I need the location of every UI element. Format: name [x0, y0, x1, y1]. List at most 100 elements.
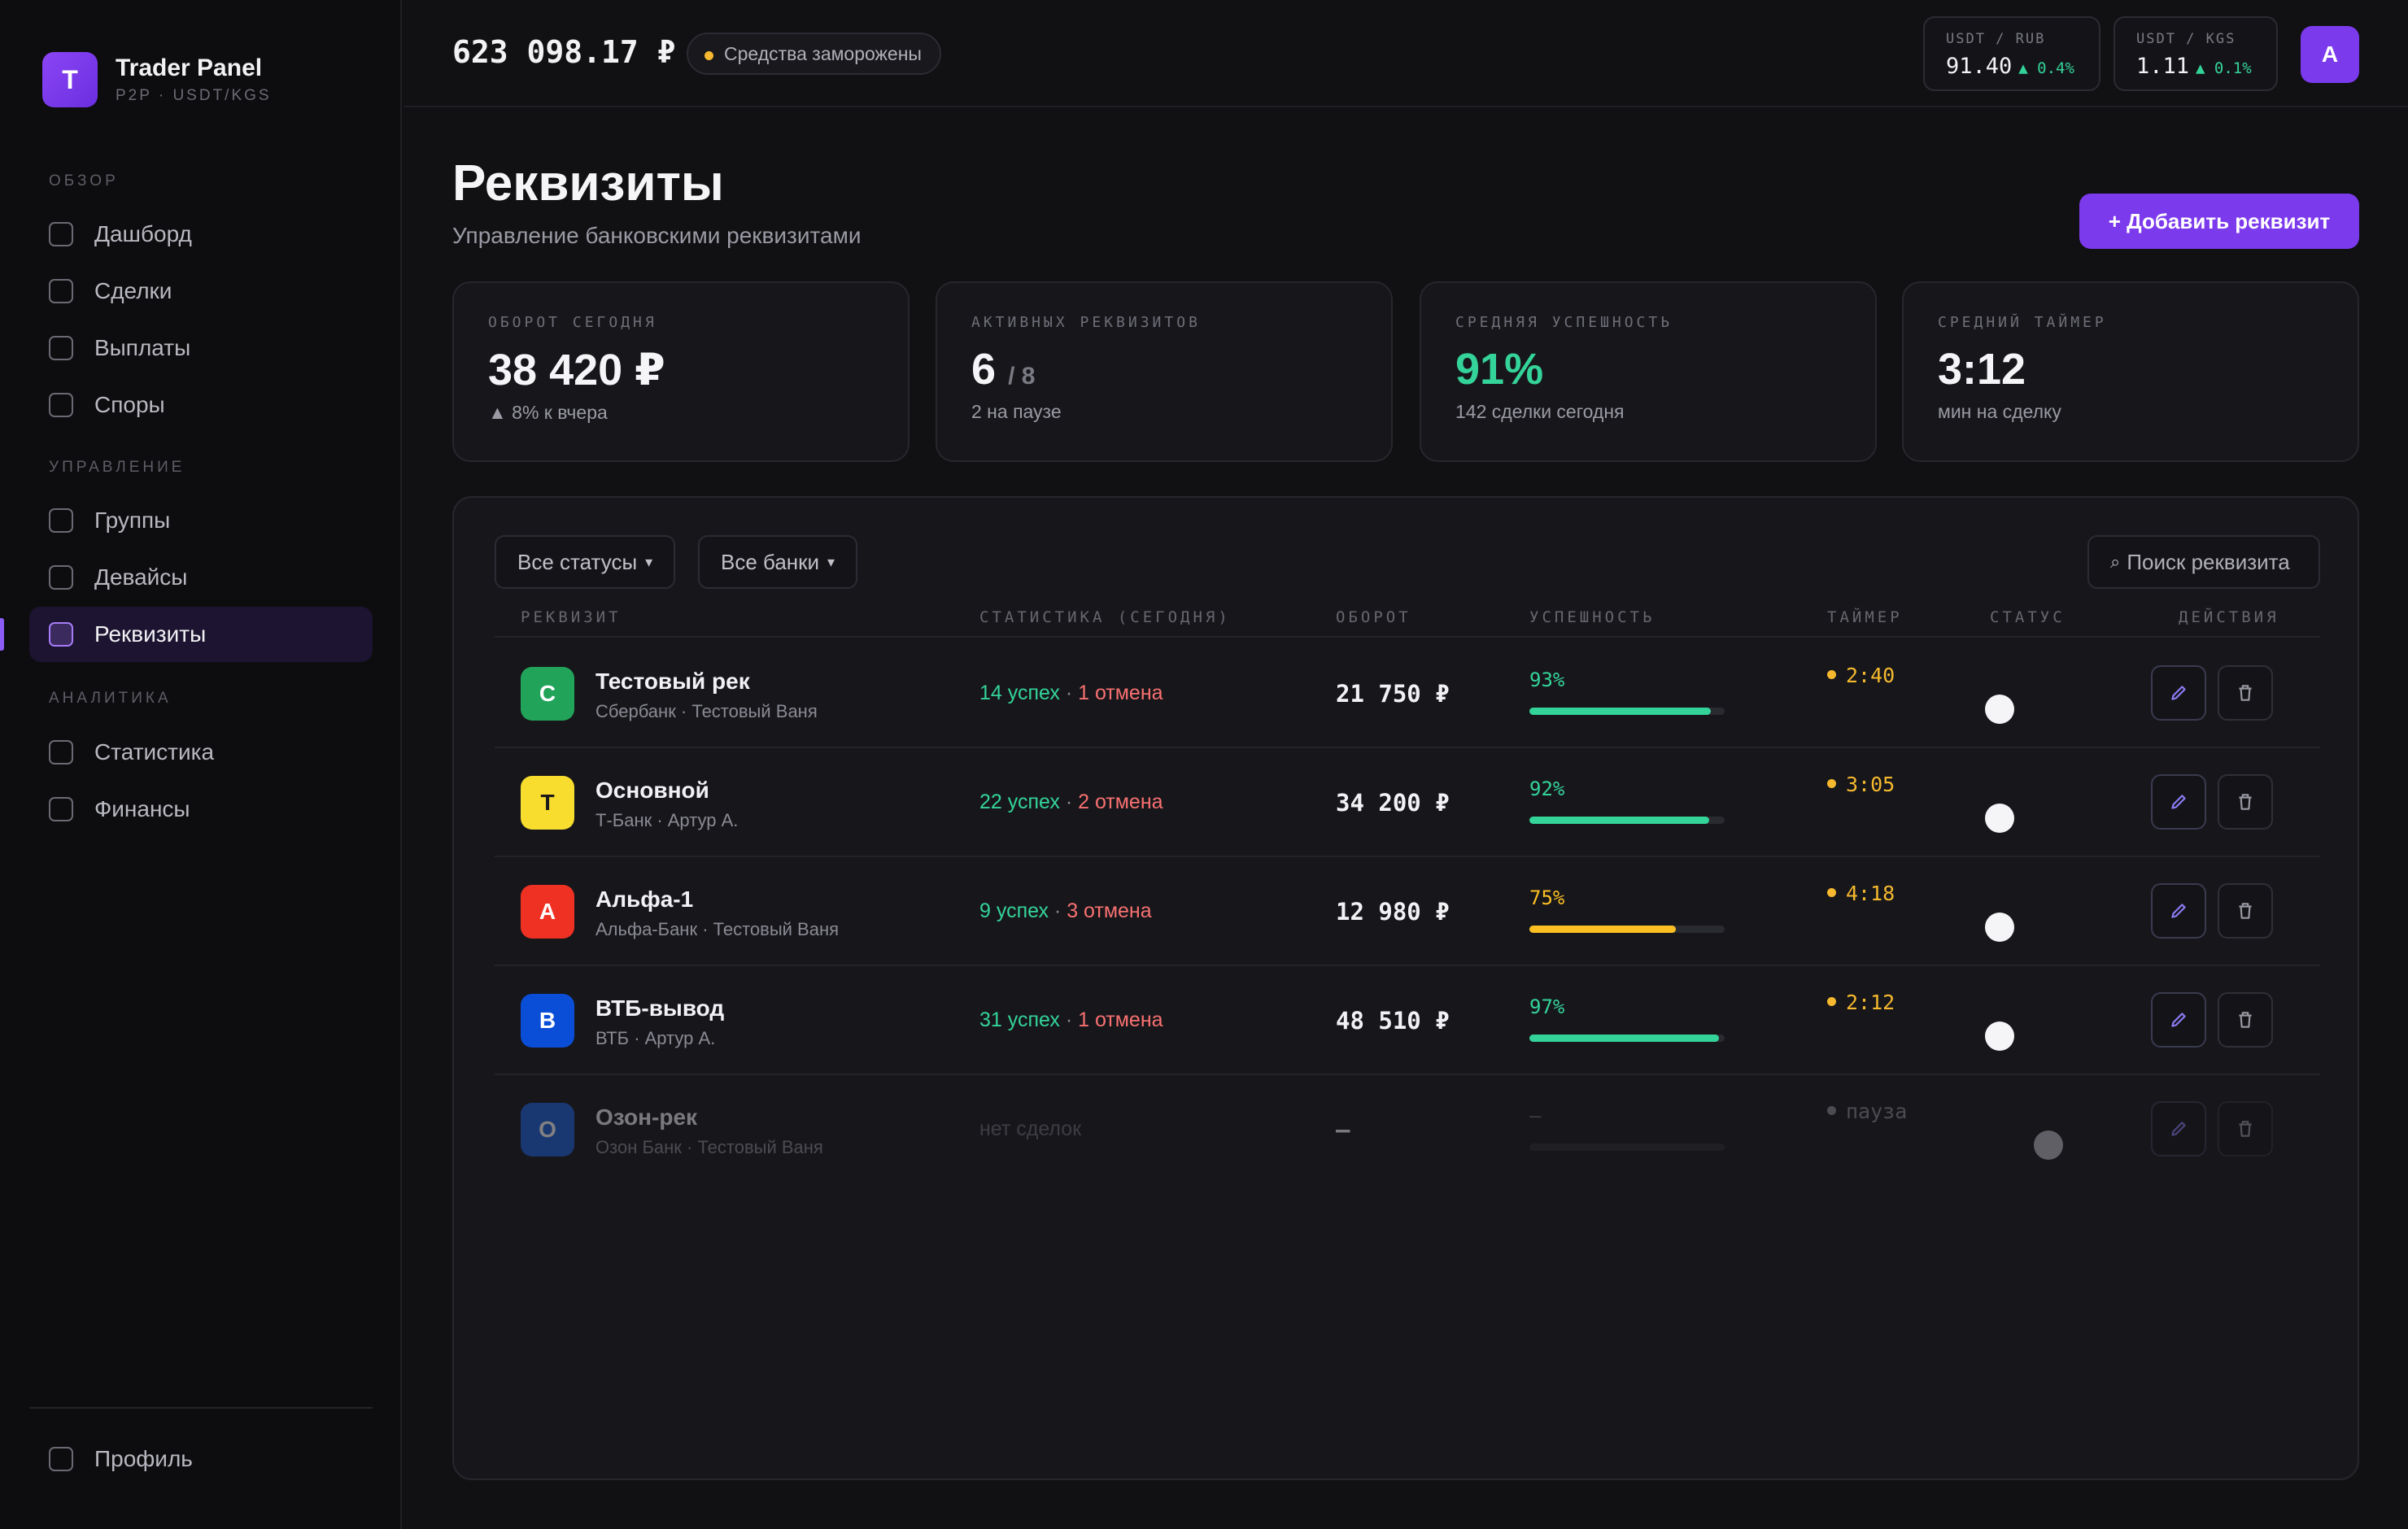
- stat-cancel-count: 1 отмена: [1078, 1008, 1163, 1031]
- status-toggle[interactable]: [1985, 1022, 2063, 1051]
- table-row[interactable]: С Тестовый рек Сбербанк · Тестовый Ваня …: [495, 639, 2320, 748]
- stat-separator: ·: [1059, 791, 1079, 813]
- column-header: РЕКВИЗИТ: [521, 608, 622, 626]
- stat-success-count: 22 успех: [979, 791, 1060, 813]
- delete-button[interactable]: [2218, 1101, 2273, 1157]
- finance-icon: [49, 797, 73, 821]
- bank-filter-label: Все банки: [721, 549, 820, 574]
- bank-logo: Т: [521, 776, 574, 830]
- success-bar-fill: [1529, 708, 1712, 715]
- avatar[interactable]: A: [2301, 26, 2359, 83]
- stat-card-turnover: ОБОРОТ СЕГОДНЯ 38 420 ₽ ▲ 8% к вчера: [452, 281, 910, 462]
- brand[interactable]: T Trader Panel P2P · USDT/KGS: [42, 52, 272, 107]
- sidebar-item-deals[interactable]: Сделки: [29, 264, 373, 319]
- sidebar-item-groups[interactable]: Группы: [29, 493, 373, 548]
- table-row[interactable]: А Альфа-1 Альфа-Банк · Тестовый Ваня 9 у…: [495, 857, 2320, 966]
- success-bar: [1529, 1143, 1725, 1151]
- rate-pair: USDT / KGS: [2136, 31, 2236, 47]
- edit-button[interactable]: [2151, 992, 2206, 1048]
- delete-button[interactable]: [2218, 883, 2273, 939]
- timer-dot-icon: [1827, 669, 1836, 679]
- status-toggle[interactable]: [1985, 913, 2063, 942]
- sidebar-item-label: Финансы: [94, 796, 190, 821]
- today-stats: 9 успех · 3 отмена: [979, 900, 1152, 923]
- deals-icon: [49, 279, 73, 303]
- delete-button[interactable]: [2218, 774, 2273, 830]
- pencil-icon: [2171, 795, 2186, 809]
- frozen-badge[interactable]: Средства заморожены: [687, 33, 941, 75]
- stat-value-line: 6 / 8: [971, 344, 1357, 394]
- requisites-icon: [49, 622, 73, 647]
- sidebar-item-dashboard[interactable]: Дашборд: [29, 207, 373, 262]
- success-bar-fill: [1529, 1035, 1719, 1042]
- table-row[interactable]: О Озон-рек Озон Банк · Тестовый Ваня нет…: [495, 1075, 2320, 1184]
- today-stats: 14 успех · 1 отмена: [979, 682, 1163, 705]
- table-row[interactable]: Т Основной Т-Банк · Артур А. 22 успех · …: [495, 748, 2320, 857]
- bank-logo: О: [521, 1103, 574, 1157]
- bank-logo: В: [521, 994, 574, 1048]
- stat-label: СРЕДНИЙ ТАЙМЕР: [1938, 314, 2107, 331]
- sidebar-item-requisites[interactable]: Реквизиты: [29, 607, 373, 662]
- delete-button[interactable]: [2218, 992, 2273, 1048]
- table-header: РЕКВИЗИТ СТАТИСТИКА (СЕГОДНЯ) ОБОРОТ УСП…: [495, 602, 2320, 638]
- rate-pair: USDT / RUB: [1946, 31, 2046, 47]
- sidebar-item-statistics[interactable]: Статистика: [29, 725, 373, 780]
- edit-button[interactable]: [2151, 665, 2206, 721]
- dashboard-icon: [49, 222, 73, 246]
- search-input[interactable]: ⌕ Поиск реквизита: [2087, 535, 2320, 589]
- pencil-icon: [2171, 904, 2186, 918]
- timer: 2:40: [1827, 664, 1895, 687]
- success-bar: [1529, 708, 1725, 715]
- timer: 3:05: [1827, 773, 1895, 796]
- requisite-bank-owner: Озон Банк · Тестовый Ваня: [595, 1137, 823, 1157]
- edit-button[interactable]: [2151, 883, 2206, 939]
- requisite-name: Тестовый рек: [595, 669, 750, 694]
- sidebar-item-payouts[interactable]: Выплаты: [29, 320, 373, 376]
- timer-value: 3:05: [1846, 773, 1895, 796]
- edit-button[interactable]: [2151, 774, 2206, 830]
- toggle-knob: [1985, 913, 2014, 942]
- sidebar-item-label: Реквизиты: [94, 621, 207, 647]
- today-stats: 31 успех · 1 отмена: [979, 1008, 1163, 1032]
- sidebar-divider: [29, 1407, 373, 1409]
- column-header: ОБОРОТ: [1336, 608, 1411, 626]
- toggle-knob: [2034, 1130, 2063, 1160]
- stat-success-count: 31 успех: [979, 1008, 1060, 1031]
- status-toggle[interactable]: [1985, 695, 2063, 724]
- bank-filter-dropdown[interactable]: Все банки ▾: [698, 535, 858, 589]
- success-percent: —: [1529, 1104, 1542, 1127]
- toggle-knob: [1985, 804, 2014, 833]
- stat-cancel-count: 1 отмена: [1078, 682, 1163, 704]
- sidebar-item-label: Споры: [94, 392, 165, 417]
- stat-label: СРЕДНЯЯ УСПЕШНОСТЬ: [1455, 314, 1673, 331]
- stat-value: 91%: [1455, 345, 1544, 394]
- timer-value: 4:18: [1846, 882, 1895, 905]
- sidebar-item-profile[interactable]: Профиль: [29, 1431, 373, 1487]
- rate-usdt-rub: USDT / RUB 91.40 ▲ 0.4%: [1923, 16, 2100, 91]
- search-icon: ⌕: [2110, 551, 2121, 572]
- search-placeholder: Поиск реквизита: [2127, 549, 2290, 574]
- rate-usdt-kgs: USDT / KGS 1.11 ▲ 0.1%: [2114, 16, 2278, 91]
- sidebar-item-finance[interactable]: Финансы: [29, 782, 373, 837]
- add-requisite-button[interactable]: + Добавить реквизит: [2079, 194, 2359, 249]
- column-header: СТАТИСТИКА (СЕГОДНЯ): [979, 608, 1231, 626]
- status-toggle[interactable]: [1985, 1130, 2063, 1160]
- trash-icon: [2239, 903, 2252, 919]
- edit-button[interactable]: [2151, 1101, 2206, 1157]
- status-toggle[interactable]: [1985, 804, 2063, 833]
- status-filter-dropdown[interactable]: Все статусы ▾: [495, 535, 676, 589]
- stat-label: АКТИВНЫХ РЕКВИЗИТОВ: [971, 314, 1201, 331]
- stat-sub: 2 на паузе: [971, 401, 1062, 422]
- frozen-label: Средства заморожены: [724, 42, 922, 64]
- turnover-value: 34 200 ₽: [1336, 789, 1450, 817]
- nav-section-management: УПРАВЛЕНИЕ: [49, 459, 185, 476]
- stat-value: 38 420 ₽: [488, 346, 665, 394]
- sidebar-item-disputes[interactable]: Споры: [29, 377, 373, 433]
- delete-button[interactable]: [2218, 665, 2273, 721]
- table-row[interactable]: В ВТБ-вывод ВТБ · Артур А. 31 успех · 1 …: [495, 966, 2320, 1075]
- trash-icon: [2239, 685, 2252, 701]
- topbar: 623 098.17 ₽ Средства заморожены USDT / …: [404, 0, 2408, 107]
- sidebar-item-devices[interactable]: Девайсы: [29, 550, 373, 605]
- timer: пауза: [1827, 1100, 1907, 1123]
- turnover-value: 48 510 ₽: [1336, 1007, 1450, 1035]
